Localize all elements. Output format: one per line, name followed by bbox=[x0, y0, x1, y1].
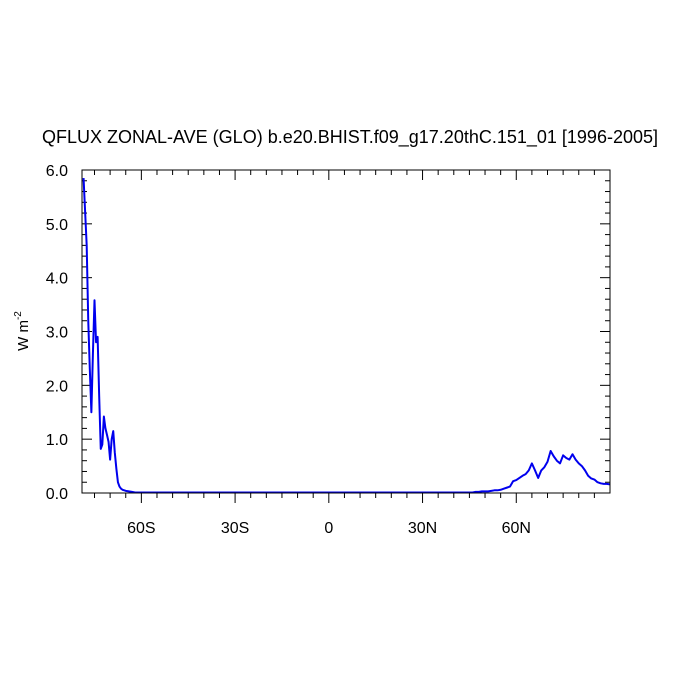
y-tick-label: 2.0 bbox=[46, 378, 68, 395]
plot-frame bbox=[81, 169, 611, 494]
y-tick-label: 6.0 bbox=[46, 163, 68, 180]
x-tick-label: 30S bbox=[221, 520, 249, 537]
tick-labels: 0.0 1.0 2.0 3.0 4.0 5.0 6.0 60S 30S 0 30N 60N bbox=[46, 163, 531, 537]
y-axis-label: W m-2 bbox=[13, 311, 32, 351]
y-axis-label-text: W m bbox=[15, 320, 32, 351]
x-tick-label: 0 bbox=[324, 520, 333, 537]
svg-text:W m-2: W m-2 bbox=[13, 311, 32, 351]
y-tick-label: 3.0 bbox=[46, 325, 68, 342]
x-tick-label: 60S bbox=[127, 520, 155, 537]
y-tick-label: 0.0 bbox=[46, 486, 68, 503]
y-axis-label-superscript: -2 bbox=[13, 311, 24, 320]
x-tick-label: 60N bbox=[502, 520, 531, 537]
x-tick-label: 30N bbox=[408, 520, 437, 537]
tick-marks bbox=[82, 169, 610, 503]
chart-title: QFLUX ZONAL-AVE (GLO) b.e20.BHIST.f09_g1… bbox=[42, 127, 658, 148]
series-line bbox=[82, 178, 611, 494]
y-tick-label: 1.0 bbox=[46, 432, 68, 449]
series-layer bbox=[82, 178, 611, 494]
y-tick-label: 4.0 bbox=[46, 271, 68, 288]
y-tick-label: 5.0 bbox=[46, 217, 68, 234]
